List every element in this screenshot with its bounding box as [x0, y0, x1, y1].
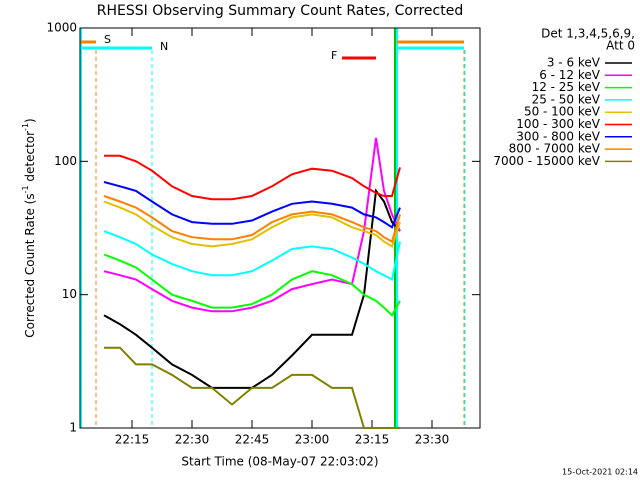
y-axis-label: Corrected Count Rate (s-1 detector-1): [21, 118, 37, 337]
legend-label: 6 - 12 keV: [539, 68, 601, 82]
annotation: S: [104, 33, 111, 46]
legend-label: 12 - 25 keV: [532, 80, 601, 94]
x-tick-label: 23:15: [355, 433, 390, 447]
y-label-sup: -1: [21, 185, 30, 193]
series-line: [103, 137, 401, 313]
series-line: [104, 346, 400, 429]
legend-label: 7000 - 15000 keV: [493, 154, 600, 168]
legend-label: 25 - 50 keV: [532, 92, 601, 106]
legend-label: 100 - 300 keV: [516, 117, 600, 131]
y-label-part: Corrected Count Rate (s: [23, 193, 37, 337]
x-tick-label: 22:30: [175, 433, 210, 447]
y-label-part: detector: [23, 131, 37, 186]
legend-label: 300 - 800 keV: [516, 129, 600, 143]
series-line: [103, 188, 401, 389]
y-tick-label: 1: [69, 421, 77, 435]
timestamp: 15-Oct-2021 02:14: [562, 468, 638, 477]
series-line: [103, 230, 401, 282]
y-label-sup: -1: [21, 123, 30, 131]
y-tick-label: 100: [54, 154, 77, 168]
x-tick-label: 23:30: [415, 433, 450, 447]
annotation: N: [160, 40, 168, 53]
x-tick-label: 23:00: [295, 433, 330, 447]
series-line: [103, 200, 401, 248]
y-label-part: ): [23, 118, 37, 123]
y-tick-label: 1000: [46, 21, 77, 35]
x-tick-label: 22:15: [115, 433, 150, 447]
series-line: [103, 195, 401, 244]
x-tick-label: 22:45: [235, 433, 270, 447]
series-line: [104, 154, 401, 201]
x-axis-label: Start Time (08-May-07 22:03:02): [181, 455, 378, 469]
legend-header: Att 0: [606, 39, 635, 53]
plot-frame: [79, 27, 481, 429]
legend-label: 800 - 7000 keV: [509, 142, 601, 156]
y-tick-label: 10: [62, 287, 77, 301]
series-line: [103, 253, 401, 317]
chart-title: RHESSI Observing Summary Count Rates, Co…: [97, 3, 463, 19]
legend-label: 3 - 6 keV: [547, 56, 601, 70]
series-line: [103, 181, 401, 229]
legend-label: 50 - 100 keV: [524, 105, 601, 119]
annotation: F: [331, 49, 337, 62]
legend-header: Det 1,3,4,5,6,9,: [541, 27, 635, 41]
